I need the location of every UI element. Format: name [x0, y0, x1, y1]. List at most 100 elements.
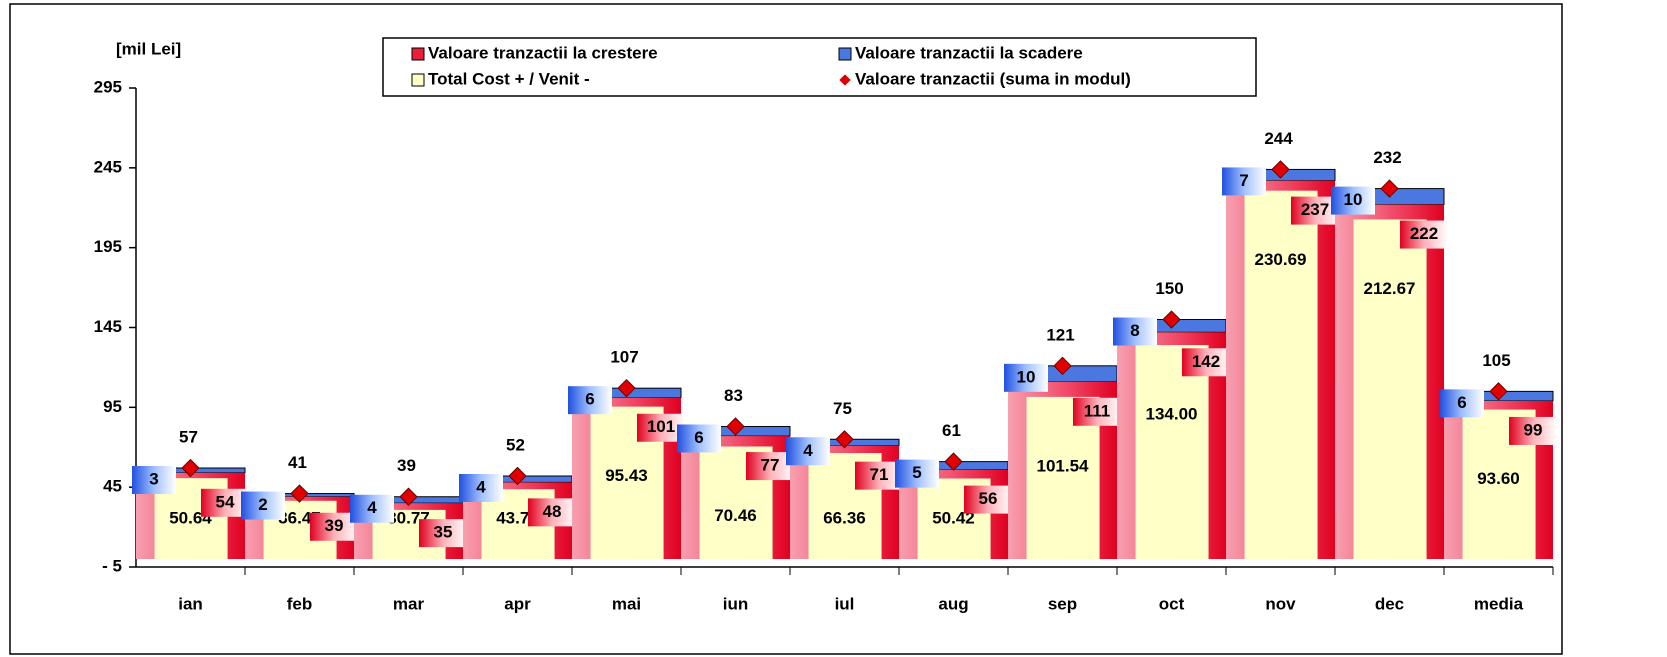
legend-marker: [411, 47, 425, 61]
value-label: 142: [1192, 352, 1220, 371]
value-label: 54: [216, 492, 235, 511]
value-label: 61: [942, 421, 961, 440]
value-label: 101.54: [1037, 456, 1090, 475]
label-bg: [677, 424, 721, 453]
y-tick-label: - 5: [102, 556, 122, 575]
value-label: 77: [761, 456, 780, 475]
x-tick-label: sep: [1048, 594, 1077, 613]
bar-total: [1135, 345, 1209, 560]
label-bg: [964, 485, 1012, 514]
y-tick-label: 145: [94, 317, 122, 336]
value-label: 6: [1457, 393, 1466, 412]
label-bg: [1509, 416, 1557, 445]
value-label: 48: [543, 502, 562, 521]
legend-marker: [411, 73, 425, 87]
label-bg: [895, 459, 939, 488]
label-bg: [1222, 167, 1266, 196]
x-tick-label: feb: [287, 594, 313, 613]
label-bg: [1004, 363, 1048, 392]
y-tick-label: 45: [103, 477, 122, 496]
x-tick-label: apr: [504, 594, 531, 613]
label-bg: [459, 473, 503, 502]
x-tick-label: mai: [612, 594, 641, 613]
marker-sum: [617, 378, 636, 398]
label-bg: [1331, 186, 1375, 215]
legend-label: Valoare tranzactii la scadere: [855, 43, 1083, 62]
label-bg: [568, 386, 612, 415]
value-label: 111: [1084, 401, 1111, 420]
label-bg: [528, 498, 576, 527]
value-label: 121: [1046, 325, 1074, 344]
value-label: 70.46: [714, 506, 757, 525]
value-label: 3: [149, 469, 158, 488]
value-label: 6: [585, 390, 594, 409]
x-tick-label: iul: [835, 594, 855, 613]
label-bg: [1440, 389, 1484, 418]
value-label: 39: [325, 516, 344, 535]
value-label: 71: [870, 465, 889, 484]
y-tick-label: 295: [94, 77, 122, 96]
value-label: 6: [694, 428, 703, 447]
value-label: 35: [434, 523, 453, 542]
label-bg: [419, 519, 467, 548]
value-label: 7: [1239, 171, 1248, 190]
y-tick-label: 245: [94, 157, 122, 176]
value-label: 105: [1482, 351, 1510, 370]
legend-marker: [838, 47, 852, 61]
label-bg: [786, 437, 830, 466]
value-label: 5: [912, 463, 921, 482]
value-label: 56: [979, 489, 998, 508]
value-label: 93.60: [1477, 469, 1520, 488]
label-bg: [350, 494, 394, 523]
value-label: 150: [1155, 279, 1183, 298]
x-tick-label: nov: [1265, 594, 1296, 613]
legend-label: Total Cost + / Venit -: [428, 69, 590, 88]
value-label: 39: [397, 456, 416, 475]
value-label: 244: [1264, 129, 1293, 148]
x-tick-label: media: [1474, 594, 1524, 613]
value-label: 4: [367, 498, 377, 517]
value-label: 57: [179, 427, 198, 446]
marker-sum: [290, 484, 309, 503]
y-tick-label: 195: [94, 237, 122, 256]
x-tick-label: ian: [178, 594, 203, 613]
marker-sum: [835, 430, 854, 449]
value-label: 134.00: [1146, 405, 1198, 424]
marker-sum: [726, 417, 745, 436]
marker-sum: [1489, 382, 1508, 401]
value-label: 4: [476, 477, 486, 496]
y-axis-label: [mil Lei]: [116, 39, 181, 58]
value-label: 83: [724, 386, 743, 405]
marker-sum: [1162, 310, 1181, 329]
value-label: 222: [1410, 224, 1438, 243]
value-label: 8: [1130, 321, 1139, 340]
x-tick-label: dec: [1375, 594, 1404, 613]
label-bg: [1182, 348, 1230, 377]
marker-sum: [944, 452, 963, 471]
value-label: 95.43: [605, 466, 648, 485]
marker-sum: [1271, 160, 1290, 179]
marker-sum: [508, 466, 527, 486]
label-bg: [241, 491, 285, 520]
label-bg: [1073, 397, 1121, 426]
x-tick-label: iun: [723, 594, 749, 613]
value-label: 232: [1373, 148, 1401, 167]
value-label: 41: [288, 453, 307, 472]
value-label: 230.69: [1255, 250, 1307, 269]
x-tick-label: mar: [393, 594, 425, 613]
legend-label: Valoare tranzactii (suma in modul): [855, 69, 1131, 88]
value-label: 237: [1301, 200, 1329, 219]
value-label: 75: [833, 399, 852, 418]
value-label: 10: [1344, 190, 1363, 209]
value-label: 107: [610, 348, 638, 367]
value-label: 2: [258, 495, 267, 514]
marker-sum: [181, 458, 200, 478]
value-label: 66.36: [823, 509, 866, 528]
y-tick-label: 95: [103, 397, 122, 416]
bar-total: [1244, 190, 1318, 560]
value-label: 52: [506, 435, 525, 454]
bar-total: [1353, 219, 1427, 560]
label-bg: [1400, 220, 1448, 249]
marker-sum: [399, 487, 418, 506]
